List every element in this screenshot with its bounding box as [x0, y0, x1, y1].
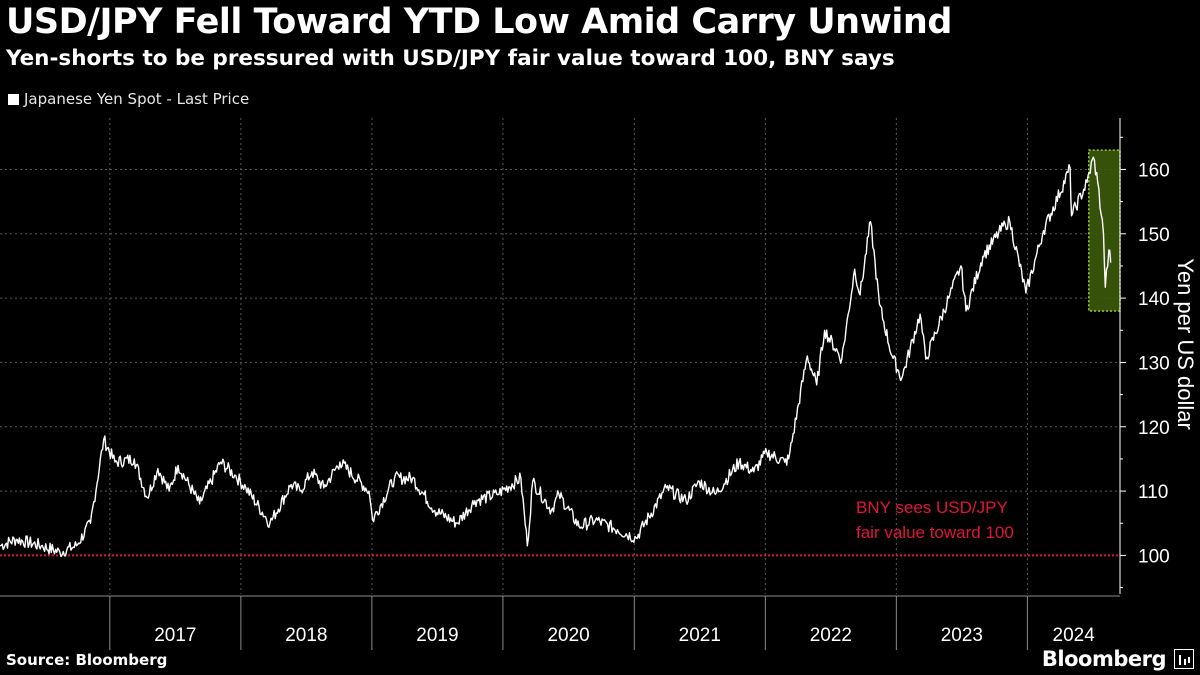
highlight-layer: [1088, 149, 1121, 312]
y-axis-title: Yen per US dollar: [1173, 258, 1198, 430]
chart-legend: Japanese Yen Spot - Last Price: [8, 90, 249, 108]
x-tick-label: 2021: [679, 625, 721, 646]
x-tick-label: 2019: [416, 625, 458, 646]
series-line-usdjpy: [0, 156, 1112, 558]
chart-title: USD/JPY Fell Toward YTD Low Amid Carry U…: [6, 2, 952, 42]
legend-label: Japanese Yen Spot - Last Price: [24, 90, 250, 108]
y-tick-label: 110: [1138, 482, 1168, 503]
x-tick-label: 2023: [941, 625, 983, 646]
x-tick-label: 2018: [285, 625, 327, 646]
x-tick-label: 2024: [1053, 625, 1096, 646]
annotation-text: BNY sees USD/JPY: [856, 498, 1008, 517]
label-layer: BNY sees USD/JPY fair value toward 100: [856, 498, 1014, 542]
series-layer: [0, 156, 1112, 558]
x-tick-label: 2020: [547, 625, 589, 646]
y-tick-label: 120: [1138, 418, 1170, 439]
chart-subtitle: Yen-shorts to be pressured with USD/JPY …: [6, 46, 895, 71]
axis-layer: 100 110 120 130 140 150 160 Yen per US dollar 20…: [0, 118, 1198, 650]
source-note: Source: Bloomberg: [6, 651, 168, 669]
annotation-text: fair value toward 100: [856, 523, 1014, 542]
y-tick-label: 160: [1138, 160, 1170, 181]
y-tick-label: 140: [1138, 289, 1170, 310]
y-tick-label: 150: [1138, 225, 1170, 246]
x-tick-label: 2017: [154, 625, 196, 646]
brand-logo: Bloomberg: [1041, 647, 1167, 671]
legend-swatch: [8, 93, 19, 105]
x-tick-label: 2022: [810, 625, 852, 646]
y-tick-label: 130: [1138, 353, 1170, 374]
highlight-box: [1088, 149, 1121, 312]
y-tick-label: 100: [1138, 546, 1170, 567]
chart-icon: [1174, 649, 1194, 669]
